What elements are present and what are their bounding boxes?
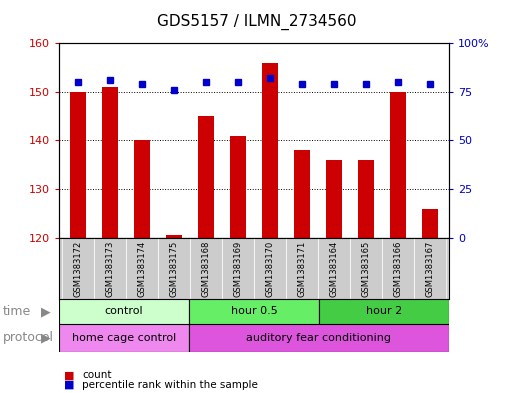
Text: GSM1383166: GSM1383166: [393, 241, 402, 297]
Bar: [390, 92, 406, 238]
Bar: [319, 299, 449, 324]
Bar: [294, 150, 310, 238]
Text: GSM1383169: GSM1383169: [233, 241, 243, 297]
Text: ■: ■: [64, 380, 74, 390]
Bar: [422, 209, 438, 238]
Text: hour 0.5: hour 0.5: [230, 307, 278, 316]
Text: GSM1383174: GSM1383174: [137, 241, 147, 297]
Bar: [62, 238, 94, 299]
Text: home cage control: home cage control: [72, 333, 176, 343]
Bar: [286, 238, 318, 299]
Bar: [126, 238, 158, 299]
Text: GSM1383164: GSM1383164: [329, 241, 339, 297]
Bar: [318, 238, 350, 299]
Text: GSM1383172: GSM1383172: [74, 241, 83, 297]
Text: hour 2: hour 2: [366, 307, 402, 316]
Text: count: count: [82, 370, 112, 380]
Bar: [94, 238, 126, 299]
Bar: [413, 238, 446, 299]
Bar: [134, 140, 150, 238]
Text: GSM1383173: GSM1383173: [106, 241, 114, 297]
Bar: [262, 63, 278, 238]
Text: auditory fear conditioning: auditory fear conditioning: [246, 333, 391, 343]
Text: GDS5157 / ILMN_2734560: GDS5157 / ILMN_2734560: [157, 14, 356, 30]
Text: GSM1383175: GSM1383175: [169, 241, 179, 297]
Text: ■: ■: [64, 370, 74, 380]
Bar: [59, 299, 189, 324]
Bar: [70, 92, 86, 238]
Text: time: time: [3, 305, 31, 318]
Bar: [189, 299, 319, 324]
Bar: [254, 238, 286, 299]
Text: ▶: ▶: [42, 331, 51, 345]
Bar: [190, 238, 222, 299]
Bar: [102, 87, 118, 238]
Bar: [189, 324, 449, 352]
Text: ▶: ▶: [42, 305, 51, 318]
Bar: [326, 160, 342, 238]
Text: GSM1383168: GSM1383168: [202, 241, 210, 297]
Bar: [230, 136, 246, 238]
Bar: [350, 238, 382, 299]
Bar: [358, 160, 374, 238]
Text: percentile rank within the sample: percentile rank within the sample: [82, 380, 258, 390]
Text: GSM1383167: GSM1383167: [425, 241, 434, 297]
Text: GSM1383170: GSM1383170: [265, 241, 274, 297]
Text: GSM1383171: GSM1383171: [298, 241, 306, 297]
Bar: [158, 238, 190, 299]
Bar: [198, 116, 214, 238]
Text: protocol: protocol: [3, 331, 53, 345]
Bar: [382, 238, 413, 299]
Bar: [222, 238, 254, 299]
Bar: [59, 324, 189, 352]
Text: control: control: [105, 307, 143, 316]
Bar: [166, 235, 182, 238]
Text: GSM1383165: GSM1383165: [361, 241, 370, 297]
